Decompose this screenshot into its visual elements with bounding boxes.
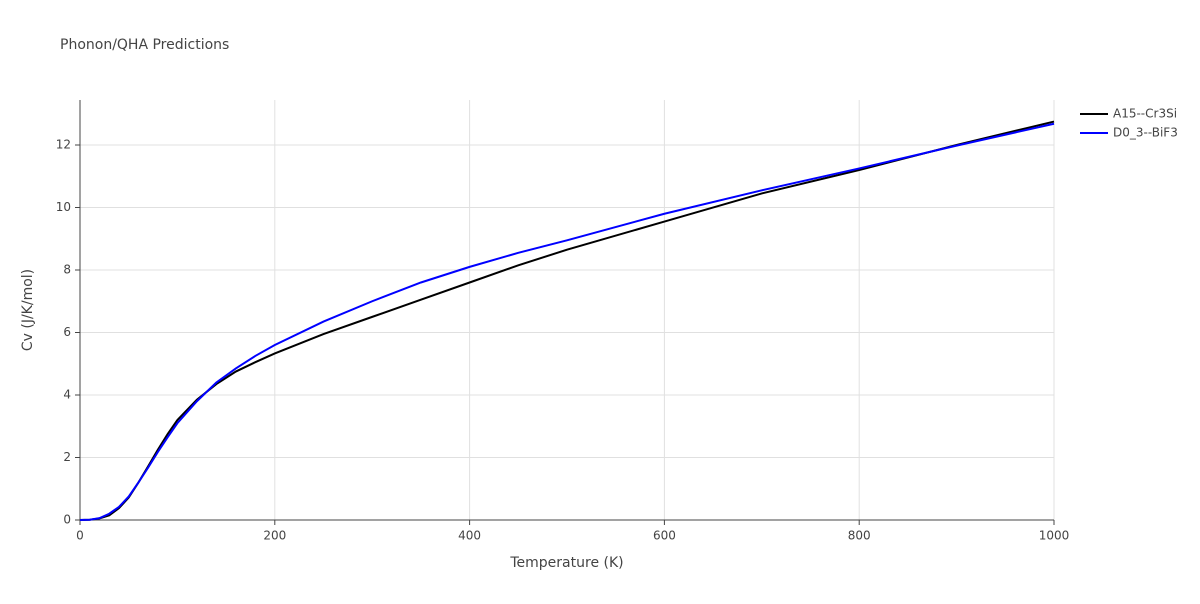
y-tick-label: 10 (56, 200, 71, 214)
x-tick-label: 800 (848, 529, 871, 543)
chart-title: Phonon/QHA Predictions (60, 37, 229, 53)
x-tick-label: 600 (653, 529, 676, 543)
y-tick-label: 12 (56, 138, 71, 152)
x-tick-label: 0 (76, 529, 84, 543)
legend-label: A15--Cr3Si (1113, 107, 1177, 121)
x-axis-title: Temperature (K) (509, 555, 623, 571)
y-tick-label: 2 (63, 450, 71, 464)
y-tick-label: 6 (63, 325, 71, 339)
legend-label: D0_3--BiF3 (1113, 126, 1178, 140)
y-tick-label: 4 (63, 388, 71, 402)
x-tick-label: 200 (263, 529, 286, 543)
y-tick-label: 0 (63, 513, 71, 527)
x-tick-label: 1000 (1039, 529, 1070, 543)
y-axis-title: Cv (J/K/mol) (20, 269, 36, 351)
x-tick-label: 400 (458, 529, 481, 543)
y-tick-label: 8 (63, 263, 71, 277)
series-line (79, 122, 1055, 521)
series-line (79, 120, 1055, 521)
